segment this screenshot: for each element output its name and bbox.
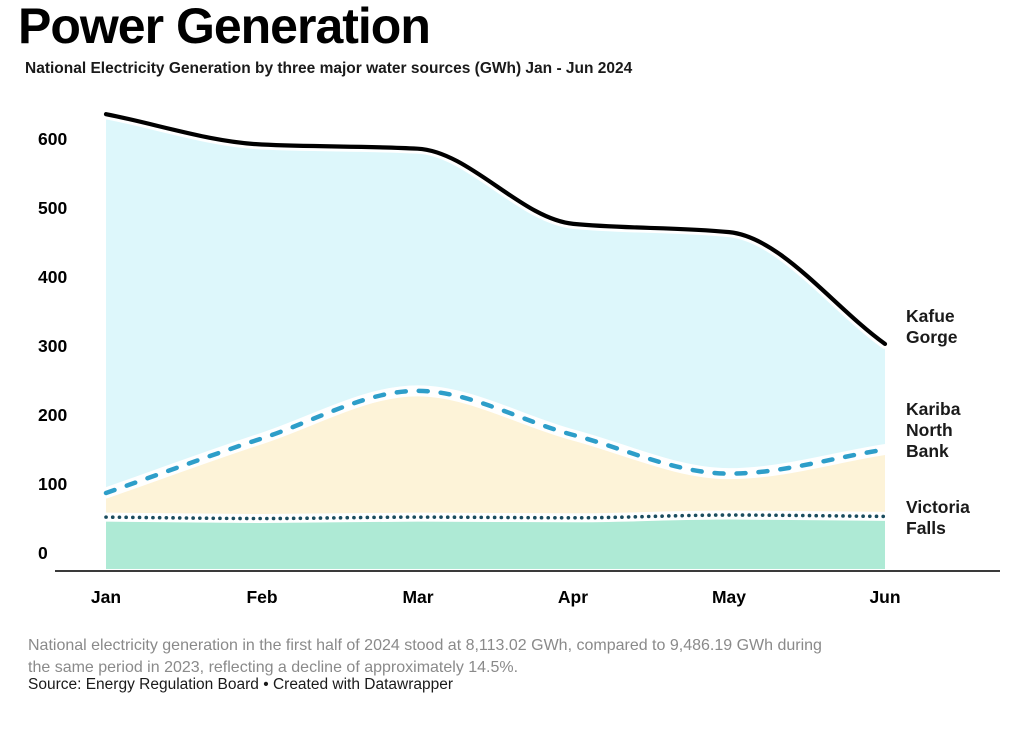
x-axis-month-label: Jan xyxy=(90,587,122,607)
y-axis-tick-label: 600 xyxy=(38,129,68,149)
source-line: Source: Energy Regulation Board • Create… xyxy=(28,676,454,693)
line-victoria-falls xyxy=(104,513,887,521)
line-kafue-gorge xyxy=(103,112,888,347)
x-axis-month-label: Feb xyxy=(246,587,278,607)
y-axis-tick-label: 400 xyxy=(38,267,68,287)
footer-note: National electricity generation in the f… xyxy=(28,637,822,676)
line-kariba-north-bank xyxy=(103,388,888,496)
y-axis-tick-label: 100 xyxy=(38,474,68,494)
chart-subtitle: National Electricity Generation by three… xyxy=(25,60,633,77)
x-axis-month-label: Jun xyxy=(869,587,901,607)
x-axis-month-label: Mar xyxy=(402,587,434,607)
series-label-victoria-falls: Victoria Falls xyxy=(906,497,970,538)
x-axis-baseline xyxy=(55,570,1000,572)
series-label-kafue-gorge: Kafue Gorge xyxy=(906,306,958,347)
y-axis-tick-label: 0 xyxy=(38,543,48,563)
page-title: Power Generation xyxy=(18,0,431,54)
x-axis-month-label: May xyxy=(711,587,747,607)
y-axis-tick-label: 200 xyxy=(38,405,68,425)
x-axis-month-label: Apr xyxy=(557,587,589,607)
series-label-kariba-north-bank: Kariba North Bank xyxy=(906,399,961,461)
y-axis-tick-label: 300 xyxy=(38,336,68,356)
y-axis-tick-label: 500 xyxy=(38,198,68,218)
area-victoria-falls xyxy=(106,515,885,569)
